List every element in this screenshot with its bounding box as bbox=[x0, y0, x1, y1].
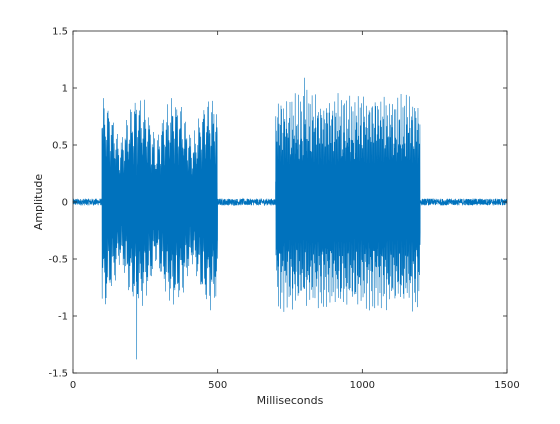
y-tick-label: 0 bbox=[62, 198, 68, 209]
x-ticks: 0 500 1000 1500 bbox=[70, 31, 520, 391]
x-axis-label: Milliseconds bbox=[257, 394, 324, 407]
y-tick-label: -0.5 bbox=[48, 255, 68, 266]
x-tick-label: 1500 bbox=[494, 380, 519, 391]
y-axis-label: Amplitude bbox=[32, 174, 45, 231]
y-tick-label: 1.5 bbox=[52, 27, 68, 38]
y-ticks: -1.5 -1 -0.5 0 0.5 1 1.5 bbox=[48, 27, 507, 380]
y-tick-label: -1.5 bbox=[48, 369, 68, 380]
y-tick-label: -1 bbox=[58, 312, 68, 323]
x-tick-label: 0 bbox=[70, 380, 76, 391]
y-tick-label: 1 bbox=[62, 84, 68, 95]
y-tick-label: 0.5 bbox=[52, 141, 68, 152]
x-tick-label: 1000 bbox=[350, 380, 375, 391]
signal-layer bbox=[72, 77, 508, 360]
signal-line bbox=[72, 77, 508, 360]
x-tick-label: 500 bbox=[208, 380, 227, 391]
